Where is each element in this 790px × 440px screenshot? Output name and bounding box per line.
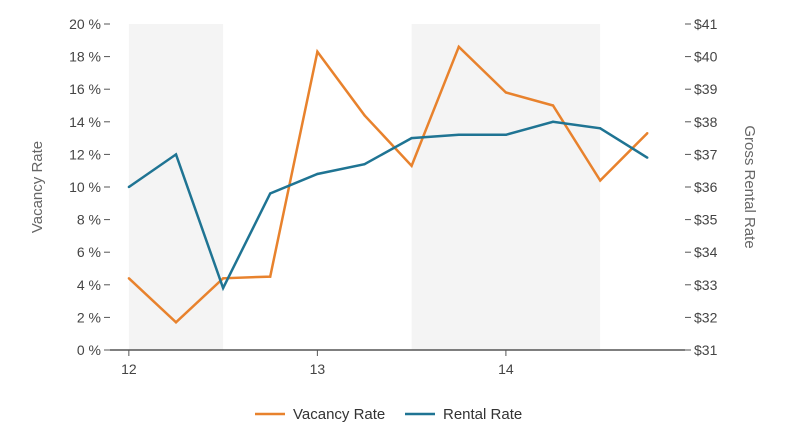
x-axis: 12 13 14 (121, 350, 514, 377)
series-lines (127, 44, 649, 325)
data-point-vacancy-rate (316, 50, 319, 53)
data-point-vacancy-rate (174, 321, 178, 324)
data-point-vacancy-rate (598, 179, 602, 182)
data-point-rental-rate (174, 153, 178, 156)
data-point-vacancy-rate (127, 277, 131, 280)
data-point-rental-rate (504, 133, 508, 137)
legend-label-vacancy-rate: Vacancy Rate (293, 406, 385, 423)
right-y-tick-label: $41 (694, 16, 718, 32)
data-point-vacancy-rate (646, 132, 649, 135)
left-y-tick-label: 10 % (69, 179, 101, 195)
legend: Vacancy Rate Rental Rate (255, 406, 522, 423)
left-y-tick-label: 20 % (69, 16, 101, 32)
right-y-tick-label: $36 (694, 179, 718, 195)
data-point-vacancy-rate (410, 164, 413, 168)
data-point-rental-rate (598, 127, 602, 130)
x-tick-label: 14 (498, 361, 514, 377)
data-point-rental-rate (269, 192, 272, 195)
y2-axis-title: Gross Rental Rate (741, 125, 758, 248)
data-point-rental-rate (457, 133, 460, 137)
right-y-tick-label: $31 (694, 342, 718, 358)
left-y-tick-label: 4 % (77, 277, 101, 293)
data-point-rental-rate (127, 185, 131, 189)
legend-label-rental-rate: Rental Rate (443, 406, 522, 423)
data-point-rental-rate (551, 120, 555, 124)
x-tick-label: 12 (121, 361, 137, 377)
left-y-tick-label: 8 % (77, 212, 101, 228)
data-point-vacancy-rate (457, 45, 460, 49)
shaded-band (128, 24, 224, 350)
data-point-vacancy-rate (221, 277, 225, 280)
data-point-vacancy-rate (269, 275, 272, 278)
right-y-tick-label: $39 (694, 81, 718, 97)
y-axis-title: Vacancy Rate (29, 141, 46, 233)
data-point-rental-rate (221, 286, 225, 290)
left-y-axis: 0 % 2 % 4 % 6 % 8 % 10 % 12 % 14 % 16 % 18 % 20 % (69, 16, 110, 358)
data-point-rental-rate (646, 156, 649, 159)
data-point-vacancy-rate (551, 104, 555, 107)
left-y-tick-label: 6 % (77, 244, 101, 260)
series-line-rental-rate (128, 120, 648, 292)
series-line-vacancy-rate (128, 44, 649, 325)
right-y-tick-label: $35 (694, 212, 718, 228)
left-y-tick-label: 12 % (69, 146, 101, 162)
shaded-band (411, 24, 601, 350)
data-point-rental-rate (410, 136, 413, 140)
left-y-tick-label: 0 % (77, 342, 101, 358)
x-tick-label: 13 (310, 361, 326, 377)
left-y-tick-label: 14 % (69, 114, 101, 130)
right-y-axis: $31 $32 $33 $34 $35 $36 $37 $38 $39 $40 $41 (685, 16, 718, 358)
right-y-tick-label: $38 (694, 114, 718, 130)
left-y-tick-label: 2 % (77, 309, 101, 325)
right-y-tick-label: $33 (694, 277, 718, 293)
data-point-vacancy-rate (504, 91, 508, 94)
data-point-rental-rate (316, 172, 319, 176)
right-y-tick-label: $34 (694, 244, 718, 260)
right-y-tick-label: $37 (694, 146, 718, 162)
left-y-tick-label: 18 % (69, 49, 101, 65)
right-y-tick-label: $40 (694, 49, 718, 65)
right-y-tick-label: $32 (694, 309, 718, 325)
shaded-bands (128, 24, 601, 350)
data-point-rental-rate (363, 162, 366, 166)
left-y-tick-label: 16 % (69, 81, 101, 97)
data-point-vacancy-rate (363, 114, 366, 117)
